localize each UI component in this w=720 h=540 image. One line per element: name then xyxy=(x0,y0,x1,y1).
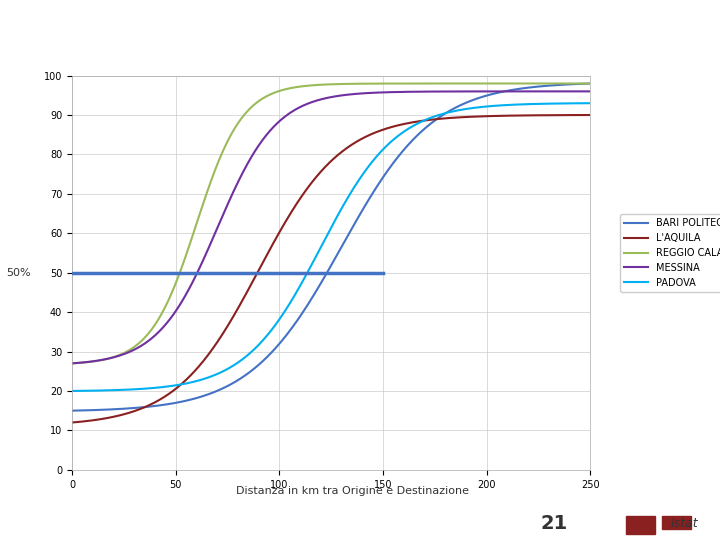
REGGIO CALABRIA xyxy=(121,349,130,356)
Text: Istat: Istat xyxy=(671,517,698,530)
PADOVA xyxy=(68,388,76,394)
MESSINA xyxy=(481,88,490,94)
BARI POLITECNICO xyxy=(121,406,130,412)
BARI POLITECNICO xyxy=(296,313,305,319)
REGGIO CALABRIA xyxy=(296,83,305,90)
BARI POLITECNICO xyxy=(481,93,490,99)
MESSINA xyxy=(296,104,305,110)
PADOVA xyxy=(296,282,305,289)
PADOVA xyxy=(586,100,595,106)
Bar xyxy=(626,516,655,534)
BARI POLITECNICO xyxy=(586,80,595,87)
REGGIO CALABRIA xyxy=(472,80,480,87)
REGGIO CALABRIA xyxy=(423,80,432,87)
L'AQUILA xyxy=(481,113,490,119)
Bar xyxy=(662,516,691,529)
BARI POLITECNICO xyxy=(472,96,480,102)
MESSINA xyxy=(277,116,286,123)
BARI POLITECNICO xyxy=(423,123,432,129)
Line: MESSINA: MESSINA xyxy=(72,91,590,363)
Line: L'AQUILA: L'AQUILA xyxy=(72,115,590,422)
REGGIO CALABRIA xyxy=(277,87,286,93)
BARI POLITECNICO xyxy=(68,407,76,414)
PADOVA xyxy=(481,103,490,110)
Text: 50%: 50% xyxy=(6,268,30,278)
REGGIO CALABRIA xyxy=(586,80,595,87)
Line: BARI POLITECNICO: BARI POLITECNICO xyxy=(72,84,590,410)
PADOVA xyxy=(423,116,432,122)
L'AQUILA xyxy=(121,411,130,417)
BARI POLITECNICO xyxy=(277,338,286,345)
L'AQUILA xyxy=(68,419,76,426)
L'AQUILA xyxy=(277,225,286,232)
Text: 21: 21 xyxy=(541,514,568,534)
Text: UNIVERSITARI per distanza tra Origine e Destinazione (in km), per Ateneo: UNIVERSITARI per distanza tra Origine e … xyxy=(14,25,594,39)
L'AQUILA xyxy=(423,117,432,123)
Line: REGGIO CALABRIA: REGGIO CALABRIA xyxy=(72,84,590,363)
REGGIO CALABRIA xyxy=(481,80,490,87)
L'AQUILA xyxy=(472,113,480,120)
PADOVA xyxy=(472,104,480,111)
Legend: BARI POLITECNICO, L'AQUILA, REGGIO CALABRIA, MESSINA, PADOVA: BARI POLITECNICO, L'AQUILA, REGGIO CALAB… xyxy=(620,214,720,292)
L'AQUILA xyxy=(586,112,595,118)
PADOVA xyxy=(121,387,130,393)
MESSINA xyxy=(121,350,130,357)
REGGIO CALABRIA xyxy=(68,360,76,367)
PADOVA xyxy=(277,313,286,319)
MESSINA xyxy=(423,89,432,95)
MESSINA xyxy=(68,360,76,367)
MESSINA xyxy=(472,88,480,94)
Line: PADOVA: PADOVA xyxy=(72,103,590,391)
L'AQUILA xyxy=(296,195,305,201)
MESSINA xyxy=(586,88,595,94)
Text: Distanza in km tra Origine e Destinazione: Distanza in km tra Origine e Destinazion… xyxy=(236,487,469,496)
